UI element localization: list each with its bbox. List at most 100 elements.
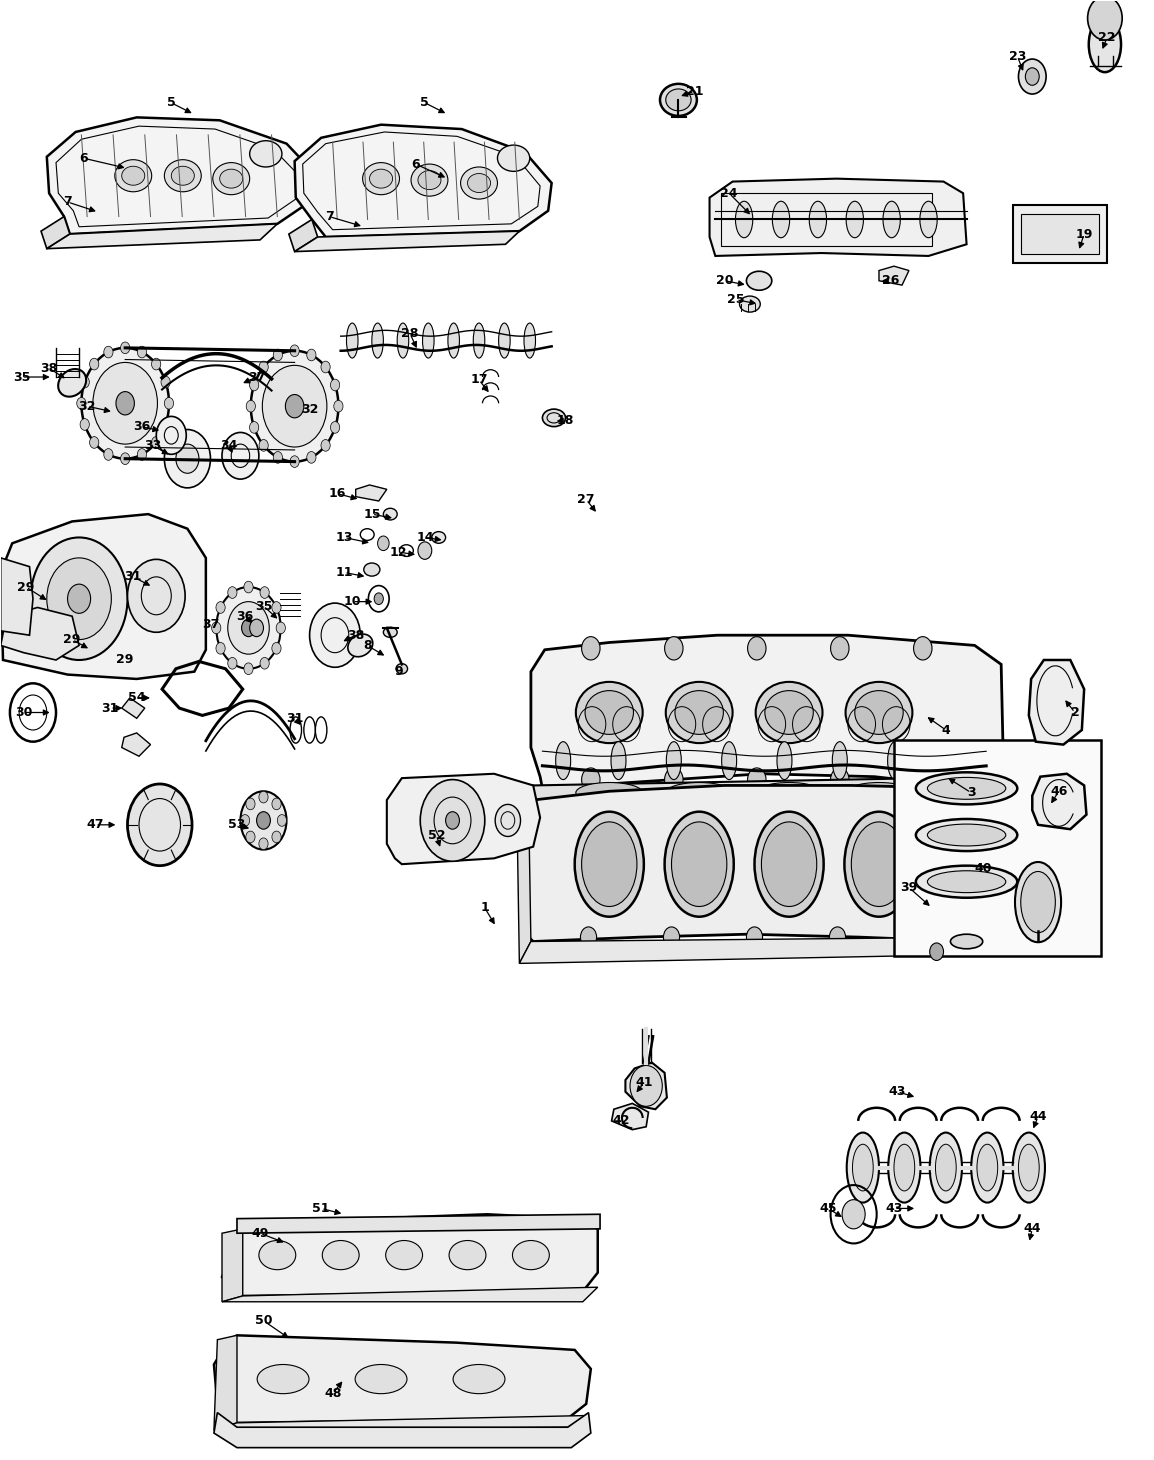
Ellipse shape (889, 1133, 921, 1203)
Circle shape (137, 346, 147, 358)
Ellipse shape (372, 323, 383, 358)
Ellipse shape (665, 812, 734, 917)
Circle shape (272, 602, 282, 613)
Ellipse shape (473, 323, 485, 358)
Text: 6: 6 (411, 158, 420, 171)
Circle shape (330, 380, 339, 391)
Ellipse shape (666, 89, 691, 111)
Circle shape (831, 768, 849, 791)
Ellipse shape (164, 159, 201, 191)
Text: 16: 16 (329, 488, 346, 501)
Text: 33: 33 (144, 439, 162, 453)
Circle shape (249, 380, 258, 391)
Circle shape (665, 768, 683, 791)
Circle shape (240, 815, 249, 826)
Ellipse shape (1021, 872, 1056, 933)
Ellipse shape (928, 777, 1006, 799)
Ellipse shape (943, 742, 958, 780)
Circle shape (162, 377, 171, 388)
Text: 26: 26 (882, 274, 899, 288)
Circle shape (82, 347, 168, 458)
Circle shape (914, 768, 932, 791)
Text: 48: 48 (324, 1387, 342, 1400)
Circle shape (272, 642, 282, 654)
Text: 4: 4 (942, 724, 950, 736)
Circle shape (68, 584, 91, 613)
Circle shape (831, 637, 849, 660)
Ellipse shape (747, 272, 772, 291)
Text: 24: 24 (720, 187, 737, 200)
Circle shape (151, 358, 160, 369)
Circle shape (285, 394, 304, 418)
Ellipse shape (383, 508, 397, 520)
Circle shape (321, 439, 330, 451)
Circle shape (290, 345, 299, 356)
PathPatch shape (213, 1416, 586, 1431)
Circle shape (914, 637, 932, 660)
Circle shape (1087, 0, 1122, 39)
Circle shape (272, 831, 282, 842)
Ellipse shape (887, 742, 902, 780)
Circle shape (243, 581, 253, 593)
Circle shape (830, 927, 846, 948)
Circle shape (580, 927, 597, 948)
Text: 39: 39 (900, 880, 917, 894)
Circle shape (290, 456, 299, 467)
Ellipse shape (894, 1145, 915, 1191)
Ellipse shape (499, 323, 510, 358)
Ellipse shape (916, 866, 1018, 898)
Text: 23: 23 (1009, 50, 1026, 63)
Text: 29: 29 (17, 581, 35, 594)
Ellipse shape (755, 812, 824, 917)
Ellipse shape (977, 1145, 998, 1191)
Ellipse shape (364, 564, 380, 577)
Ellipse shape (855, 691, 904, 734)
Text: 2: 2 (1071, 707, 1079, 718)
Circle shape (258, 439, 268, 451)
Text: 9: 9 (394, 666, 403, 677)
Ellipse shape (582, 822, 637, 907)
Text: 3: 3 (967, 787, 975, 799)
Ellipse shape (772, 201, 789, 238)
Ellipse shape (1088, 16, 1121, 72)
Text: 5: 5 (167, 96, 175, 109)
Circle shape (216, 602, 225, 613)
Circle shape (748, 637, 766, 660)
Bar (1013, 204, 1107, 263)
Ellipse shape (672, 822, 727, 907)
Circle shape (445, 812, 459, 829)
Text: 12: 12 (390, 546, 407, 559)
Text: 31: 31 (125, 571, 142, 584)
Circle shape (258, 791, 268, 803)
Ellipse shape (809, 201, 826, 238)
PathPatch shape (612, 1104, 649, 1130)
PathPatch shape (294, 231, 519, 251)
Circle shape (330, 422, 339, 434)
Circle shape (665, 637, 683, 660)
Circle shape (31, 537, 127, 660)
Text: 50: 50 (255, 1314, 272, 1327)
Circle shape (377, 536, 389, 550)
Text: 27: 27 (577, 493, 595, 507)
Text: 41: 41 (635, 1076, 653, 1089)
Circle shape (216, 642, 225, 654)
Circle shape (418, 542, 432, 559)
PathPatch shape (222, 1288, 598, 1302)
Circle shape (664, 927, 680, 948)
Ellipse shape (467, 174, 490, 193)
Ellipse shape (418, 171, 441, 190)
Ellipse shape (257, 1365, 309, 1394)
Ellipse shape (936, 1145, 957, 1191)
Text: 40: 40 (974, 861, 991, 875)
Ellipse shape (114, 159, 151, 191)
Ellipse shape (346, 323, 358, 358)
Circle shape (258, 361, 268, 372)
Ellipse shape (666, 682, 733, 743)
Text: 5: 5 (420, 96, 429, 109)
Ellipse shape (735, 201, 752, 238)
Circle shape (582, 637, 600, 660)
Ellipse shape (495, 804, 520, 837)
Bar (1021, 213, 1099, 254)
Text: 21: 21 (685, 85, 703, 98)
Circle shape (151, 437, 160, 448)
